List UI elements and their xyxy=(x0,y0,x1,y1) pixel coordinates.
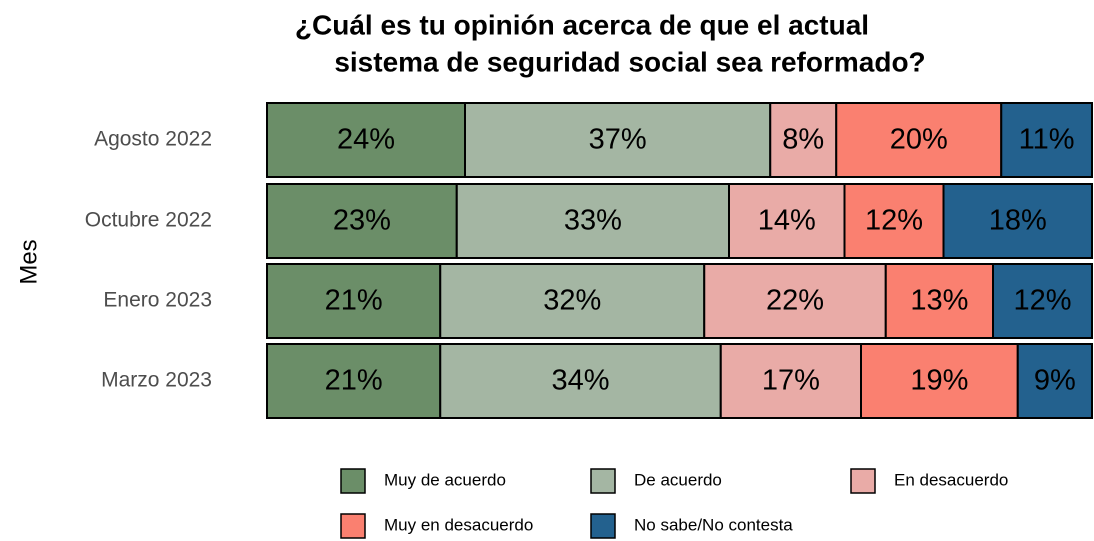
data-label: 18% xyxy=(989,205,1047,237)
y-tick-label: Octubre 2022 xyxy=(85,209,212,232)
data-label: 12% xyxy=(1013,285,1071,317)
bar-segment xyxy=(439,263,706,339)
chart-title: sistema de seguridad social sea reformad… xyxy=(334,46,925,77)
data-label: 20% xyxy=(890,124,948,156)
y-tick-label: Agosto 2022 xyxy=(94,128,212,151)
bar-segment xyxy=(942,183,1093,259)
data-label: 34% xyxy=(551,365,609,397)
data-label: 13% xyxy=(910,285,968,317)
bar-segment xyxy=(719,343,862,419)
legend-label: De acuerdo xyxy=(634,470,722,489)
data-label: 11% xyxy=(1019,124,1075,156)
y-axis-label: Mes xyxy=(15,239,42,284)
bar-segment xyxy=(1016,343,1093,419)
bar-segment xyxy=(769,102,838,178)
chart-title: ¿Cuál es tu opinión acerca de que el act… xyxy=(295,9,869,40)
data-label: 23% xyxy=(333,205,391,237)
data-label: 19% xyxy=(910,365,968,397)
data-label: 21% xyxy=(325,365,383,397)
data-label: 24% xyxy=(337,124,395,156)
bar-segment xyxy=(266,102,466,178)
data-label: 22% xyxy=(766,285,824,317)
bar-segment xyxy=(439,343,722,419)
legend-swatch xyxy=(850,468,876,494)
bar-segment xyxy=(266,183,458,259)
legend-swatch xyxy=(340,513,366,539)
bar-segment xyxy=(860,343,1019,419)
data-label: 12% xyxy=(865,205,923,237)
bar-segment xyxy=(266,343,442,419)
bar-segment xyxy=(992,263,1093,339)
legend-label: En desacuerdo xyxy=(894,470,1008,489)
bar-segment xyxy=(703,263,887,339)
bar-segment xyxy=(455,183,730,259)
legend-label: Muy en desacuerdo xyxy=(384,515,533,534)
legend-swatch xyxy=(590,468,616,494)
y-tick-label: Enero 2023 xyxy=(103,289,212,312)
data-label: 32% xyxy=(543,285,601,317)
data-label: 17% xyxy=(762,365,820,397)
data-label: 14% xyxy=(758,205,816,237)
bar-segment xyxy=(1000,102,1093,178)
data-label: 37% xyxy=(589,124,647,156)
data-label: 8% xyxy=(782,124,824,156)
bar-segment xyxy=(843,183,945,259)
bar-segment xyxy=(464,102,772,178)
legend-label: No sabe/No contesta xyxy=(634,515,793,534)
bar-segment xyxy=(728,183,846,259)
bar-segment xyxy=(884,263,994,339)
data-label: 33% xyxy=(564,205,622,237)
data-label: 9% xyxy=(1034,365,1076,397)
y-tick-label: Marzo 2023 xyxy=(101,369,212,392)
data-label: 21% xyxy=(325,285,383,317)
legend-label: Muy de acuerdo xyxy=(384,470,506,489)
legend-swatch xyxy=(590,513,616,539)
legend-swatch xyxy=(340,468,366,494)
